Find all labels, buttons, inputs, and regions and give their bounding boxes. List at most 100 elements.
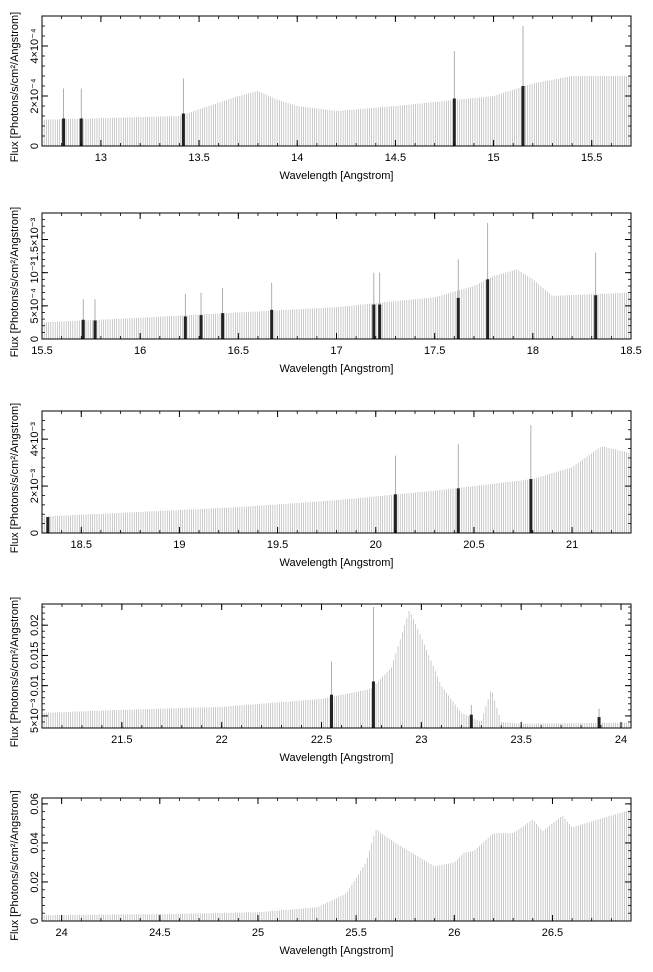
line-bar xyxy=(330,694,334,728)
line-bar xyxy=(597,717,601,728)
continuum-series xyxy=(41,446,632,533)
line-marker-6 xyxy=(270,282,274,339)
line-bar xyxy=(456,297,460,339)
x-tick-label: 17 xyxy=(330,345,342,357)
line-bar xyxy=(393,494,397,533)
line-marker-1 xyxy=(46,517,50,533)
y-tick-label: 0.02 xyxy=(29,614,41,635)
continuum-series xyxy=(41,76,632,146)
line-bar xyxy=(529,479,533,533)
line-marker-10 xyxy=(486,222,490,339)
y-tick-label: 0 xyxy=(29,918,41,924)
line-bar xyxy=(372,304,376,339)
y-tick-label: 5×10⁻⁴ xyxy=(29,288,41,324)
line-marker-3 xyxy=(469,705,473,728)
y-tick-label: 2×10⁻³ xyxy=(29,469,41,504)
line-marker-4 xyxy=(199,292,203,339)
y-tick-label: 4×10⁻⁴ xyxy=(29,28,41,64)
line-marker-8 xyxy=(378,272,382,339)
chart-panel-3: 18.5 19 19.5 20 20.5 21 0 2×10⁻³ 4×10⁻³ Wavelengt… xyxy=(9,403,632,569)
x-tick-label: 14.5 xyxy=(385,152,406,164)
y-tick-label: 5×10⁻³ xyxy=(29,698,41,733)
line-marker-1 xyxy=(62,88,66,146)
line-marker-4 xyxy=(452,51,456,146)
y-tick-label: 2×10⁻⁴ xyxy=(29,78,41,114)
x-tick-label: 13 xyxy=(95,152,107,164)
y-tick-label: 1.5×10⁻³ xyxy=(29,217,41,261)
line-marker-5 xyxy=(521,26,525,146)
chart-panel-4: 21.5 22 22.5 23 23.5 24 5×10⁻³ 0.01 0.015 0.02 Wav… xyxy=(9,597,632,764)
line-bar xyxy=(452,98,456,146)
x-tick-label: 14 xyxy=(291,152,303,164)
x-tick-label: 24.5 xyxy=(149,927,170,939)
x-tick-label: 18.5 xyxy=(620,345,641,357)
line-marker-3 xyxy=(183,293,187,339)
line-bar xyxy=(183,316,187,339)
y-axis-label: Flux [Photons/s/cm²/Angstrom] xyxy=(9,597,21,747)
x-tick-label: 23 xyxy=(415,734,427,746)
line-bar xyxy=(181,113,185,146)
line-bar xyxy=(456,488,460,533)
continuum-series xyxy=(41,611,632,728)
y-tick-label: 0 xyxy=(29,336,41,342)
line-marker-2 xyxy=(79,88,83,146)
y-tick-label: 0.02 xyxy=(29,871,41,892)
x-axis-label: Wavelength [Angstrom] xyxy=(280,557,394,569)
y-tick-label: 0.015 xyxy=(29,642,41,670)
line-marker-2 xyxy=(371,607,375,728)
x-tick-label: 22.5 xyxy=(311,734,332,746)
x-tick-label: 16 xyxy=(134,345,146,357)
line-marker-2 xyxy=(393,455,397,533)
x-axis-label: Wavelength [Angstrom] xyxy=(280,170,394,182)
chart-panel-5: 24 24.5 25 25.5 26 26.5 0 0.02 0.04 0.06 Wavelengt… xyxy=(9,790,632,957)
x-tick-label: 18.5 xyxy=(71,539,92,551)
line-bar xyxy=(46,517,50,533)
x-tick-label: 15 xyxy=(487,152,499,164)
line-bar xyxy=(486,279,490,339)
line-marker-4 xyxy=(529,425,533,533)
line-bar xyxy=(521,86,525,146)
x-tick-label: 21 xyxy=(566,539,578,551)
y-tick-label: 0.01 xyxy=(29,675,41,696)
continuum-series xyxy=(41,269,632,339)
x-tick-label: 20.5 xyxy=(463,539,484,551)
y-tick-label: 0.04 xyxy=(29,832,41,853)
line-marker-5 xyxy=(221,287,225,339)
x-tick-label: 20 xyxy=(370,539,382,551)
x-tick-label: 24 xyxy=(615,734,627,746)
line-bar xyxy=(62,118,66,146)
line-bar xyxy=(371,681,375,728)
line-marker-2 xyxy=(93,299,97,339)
line-marker-3 xyxy=(456,443,460,533)
line-marker-3 xyxy=(181,78,185,146)
y-tick-label: 4×10⁻³ xyxy=(29,422,41,457)
line-marker-4 xyxy=(597,708,601,728)
x-tick-label: 26 xyxy=(448,927,460,939)
x-axis-label: Wavelength [Angstrom] xyxy=(280,363,394,375)
x-tick-label: 23.5 xyxy=(510,734,531,746)
line-marker-1 xyxy=(330,661,334,728)
y-tick-label: 10⁻³ xyxy=(29,262,41,284)
continuum-series xyxy=(41,809,632,921)
x-tick-label: 19 xyxy=(173,539,185,551)
line-bar xyxy=(79,118,83,146)
x-tick-label: 25 xyxy=(252,927,264,939)
line-bar xyxy=(469,714,473,728)
line-bar xyxy=(199,315,203,339)
x-tick-label: 24 xyxy=(56,927,68,939)
x-tick-label: 21.5 xyxy=(111,734,132,746)
line-marker-9 xyxy=(456,259,460,339)
x-tick-label: 13.5 xyxy=(188,152,209,164)
line-marker-7 xyxy=(372,272,376,339)
x-tick-label: 17.5 xyxy=(424,345,445,357)
chart-panel-2: 15.5 16 16.5 17 17.5 18 18.5 0 5×10⁻⁴ 10⁻³1.5×10⁻… xyxy=(9,207,642,375)
y-tick-label: 0.06 xyxy=(29,793,41,814)
x-tick-label: 15.5 xyxy=(31,345,52,357)
x-tick-label: 22 xyxy=(216,734,228,746)
line-marker-11 xyxy=(594,252,598,339)
line-marker-1 xyxy=(81,299,85,339)
line-bar xyxy=(594,295,598,339)
line-bar xyxy=(81,319,85,339)
